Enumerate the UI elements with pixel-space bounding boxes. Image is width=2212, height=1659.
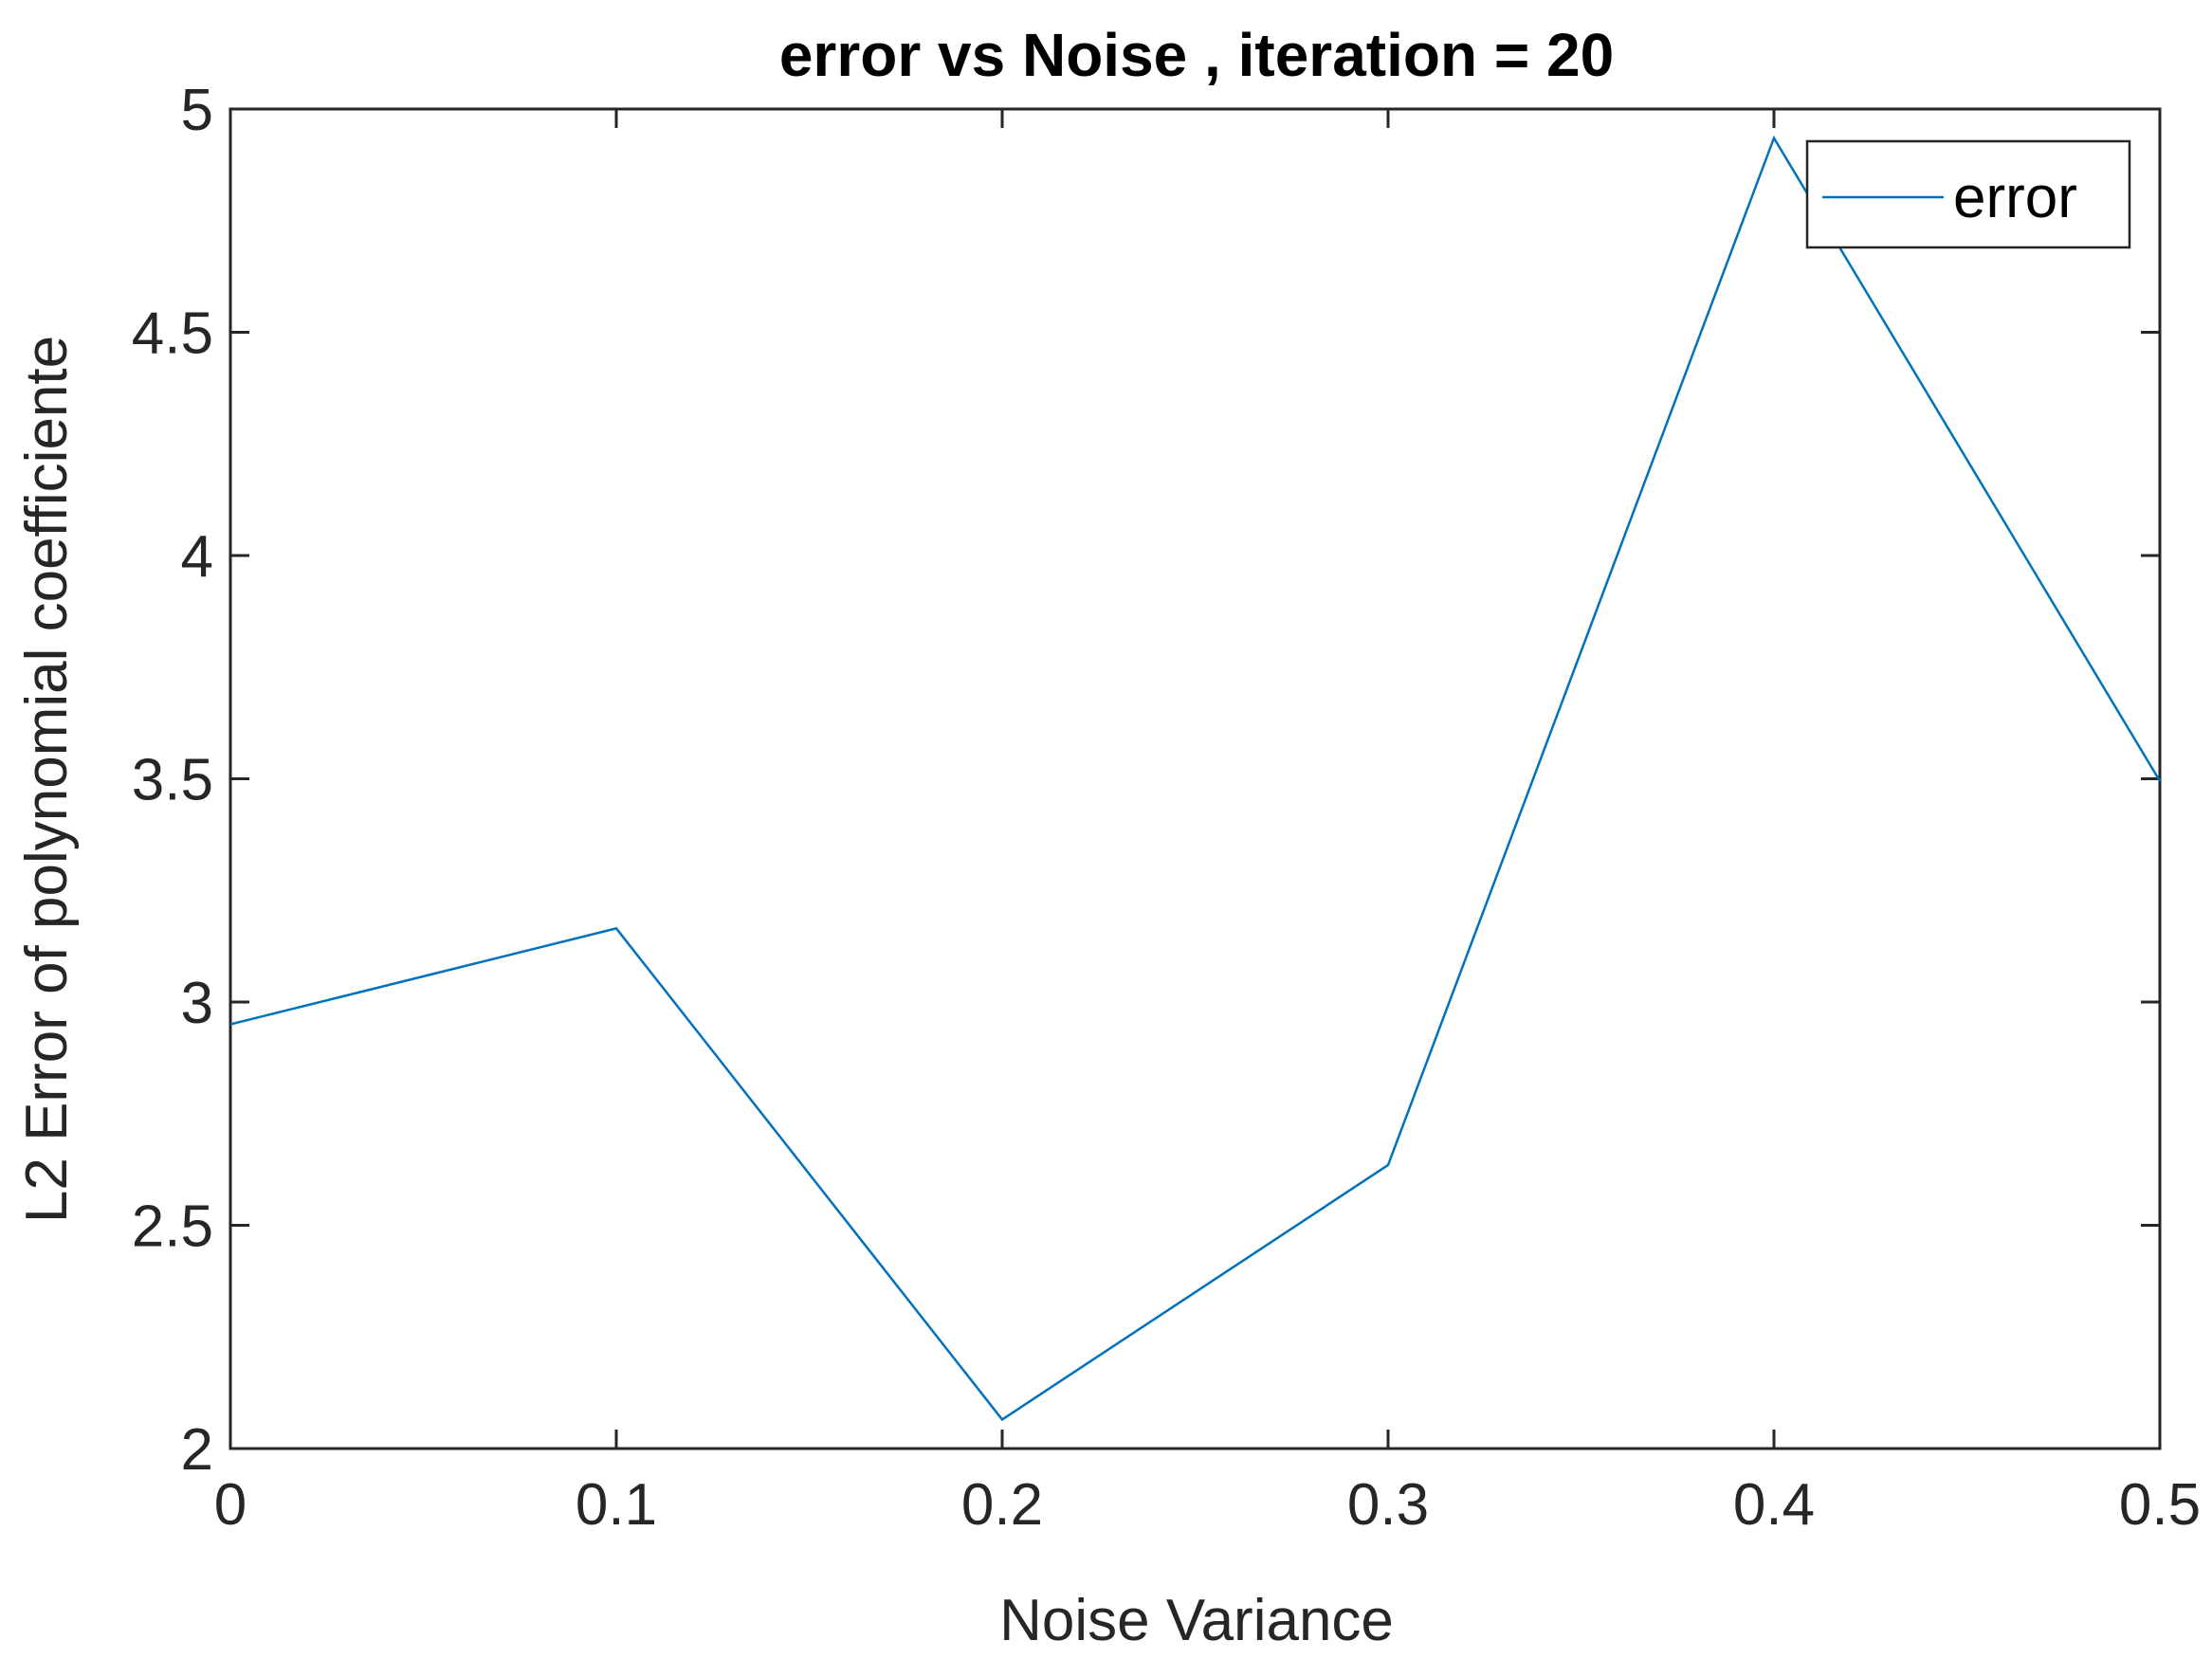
- legend: error: [1805, 139, 2131, 249]
- y-tick-label: 2.5: [132, 1194, 213, 1260]
- legend-label-error: error: [1953, 165, 2077, 230]
- x-tick-label: 0.5: [2119, 1472, 2201, 1538]
- x-tick-label: 0: [214, 1472, 247, 1538]
- y-tick-label: 3.5: [132, 748, 213, 813]
- chart-title: error vs Noise , iteration = 20: [779, 21, 1614, 89]
- x-tick-label: 0.2: [961, 1472, 1043, 1538]
- legend-box: [1805, 139, 2131, 249]
- x-tick-label: 0.1: [576, 1472, 657, 1538]
- y-tick-label: 5: [181, 78, 213, 143]
- x-axis-label: Noise Variance: [999, 1588, 1394, 1653]
- x-tick-label: 0.3: [1347, 1472, 1429, 1538]
- x-tick-label: 0.4: [1733, 1472, 1815, 1538]
- y-axis-label: L2 Error of polynomial coefficiente: [14, 336, 80, 1223]
- y-tick-label: 3: [181, 971, 213, 1036]
- x-axis-ticks: 0 0.1 0.2 0.3 0.4 0.5: [214, 109, 2201, 1538]
- y-tick-label: 2: [181, 1417, 213, 1483]
- plot-area: [229, 107, 2162, 1450]
- y-axis-ticks: 2 2.5 3 3.5 4 4.5 5: [132, 78, 2160, 1483]
- y-tick-label: 4: [181, 524, 213, 590]
- y-tick-label: 4.5: [132, 301, 213, 367]
